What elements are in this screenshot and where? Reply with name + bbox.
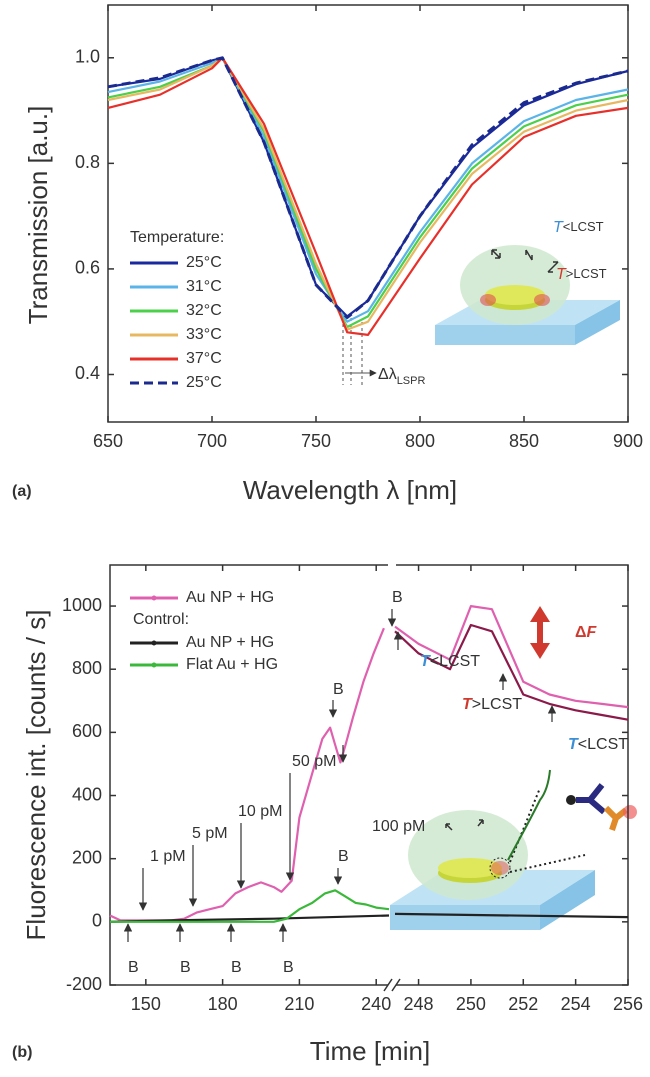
legend-marker [151,640,157,646]
axis-break [391,978,401,992]
axis-break [383,978,393,992]
annotation: T>LCST [462,696,522,713]
annotation: T>LCST [556,266,607,283]
legend-marker [151,595,157,601]
y-tick-label: 800 [72,658,102,678]
legend-heading: Control: [133,611,189,628]
x-tick-label: 650 [93,431,123,451]
legend-label: 32°C [186,302,222,319]
annotation-part: >LCST [472,696,522,713]
plot-frame [109,564,629,986]
legend-label: 31°C [186,278,222,295]
annotation: T<LCST [420,653,480,670]
illustration [342,245,620,385]
annotation-part: T [556,266,567,283]
data-line [394,912,629,919]
annotation: 10 pM [238,803,282,820]
annotation-part: F [587,624,598,641]
x-tick-label: 210 [284,994,314,1014]
data-line [110,889,390,923]
annotation: ΔF [575,624,598,641]
x-tick-label: 250 [456,994,486,1014]
annotation: B [338,848,349,865]
x-tick-label: 750 [301,431,331,451]
annotation: B [180,959,191,976]
axis-break [388,982,396,988]
y-tick-label: 400 [72,784,102,804]
annotation: (a) [12,483,32,500]
y-tick-label: 0.8 [75,152,100,172]
annotation: T<LCST [568,736,628,753]
x-tick-label: 150 [131,994,161,1014]
annotation: (b) [12,1044,32,1061]
annotation-part: <LCST [430,653,480,670]
annotation-part: T [462,696,473,713]
annotation: B [231,959,242,976]
y-tick-label: 1000 [62,595,102,615]
annotation: T<LCST [553,219,604,236]
annotation: 1 pM [150,848,186,865]
legend-label: 37°C [186,350,222,367]
legend-label: Au NP + HG [186,589,274,606]
data-line [107,56,629,336]
data-line [394,623,629,721]
annotation-part: LSPR [397,375,426,387]
legend-label: 33°C [186,326,222,343]
legend-label: 25°C [186,374,222,391]
annotation: ΔλLSPR [378,366,425,387]
data-line [109,627,385,922]
annotation: 50 pM [292,753,336,770]
annotation: B [333,681,344,698]
legend-marker [151,662,157,668]
annotation-part: Δλ [378,366,397,383]
x-tick-label: 254 [561,994,591,1014]
annotation-part: T [568,736,579,753]
y-tick-label: 200 [72,847,102,867]
legend-label: Flat Au + HG [186,656,278,673]
y-tick-label: 0.4 [75,363,100,383]
y-tick-label: 1.0 [75,47,100,67]
y-tick-label: 0.6 [75,258,100,278]
data-line [394,605,629,709]
illustration [390,606,637,930]
x-tick-label: 240 [361,994,391,1014]
data-line [107,56,629,323]
plot-frame [107,4,629,423]
axis-break [388,562,396,568]
x-tick-label: 800 [405,431,435,451]
y-axis-label: Fluorescence int. [counts / s] [21,610,51,941]
x-tick-label: 700 [197,431,227,451]
x-tick-label: 850 [509,431,539,451]
annotation: B [283,959,294,976]
data-line [107,56,629,319]
annotation-part: T [553,219,564,236]
annotation: B [128,959,139,976]
legend-label: 25°C [186,254,222,271]
y-tick-label: -200 [66,974,102,994]
y-tick-label: 600 [72,721,102,741]
legend-label: Au NP + HG [186,634,274,651]
annotation-part: T [420,653,431,670]
annotation-part: Δ [575,624,587,641]
y-tick-label: 0 [92,911,102,931]
annotation: B [392,589,403,606]
x-tick-label: 256 [613,994,643,1014]
x-tick-label: 252 [508,994,538,1014]
x-tick-label: 900 [613,431,643,451]
annotation-part: <LCST [578,736,628,753]
x-tick-label: 180 [208,994,238,1014]
annotation: 5 pM [192,825,228,842]
legend-heading: Temperature: [130,229,224,246]
annotation-part: >LCST [566,266,607,281]
y-axis-label: Transmission [a.u.] [23,106,53,325]
annotation: 100 pM [372,818,425,835]
x-tick-label: 248 [404,994,434,1014]
annotation-part: <LCST [563,219,604,234]
x-axis-label: Time [min] [310,1036,430,1066]
x-axis-label: Wavelength λ [nm] [243,475,457,505]
